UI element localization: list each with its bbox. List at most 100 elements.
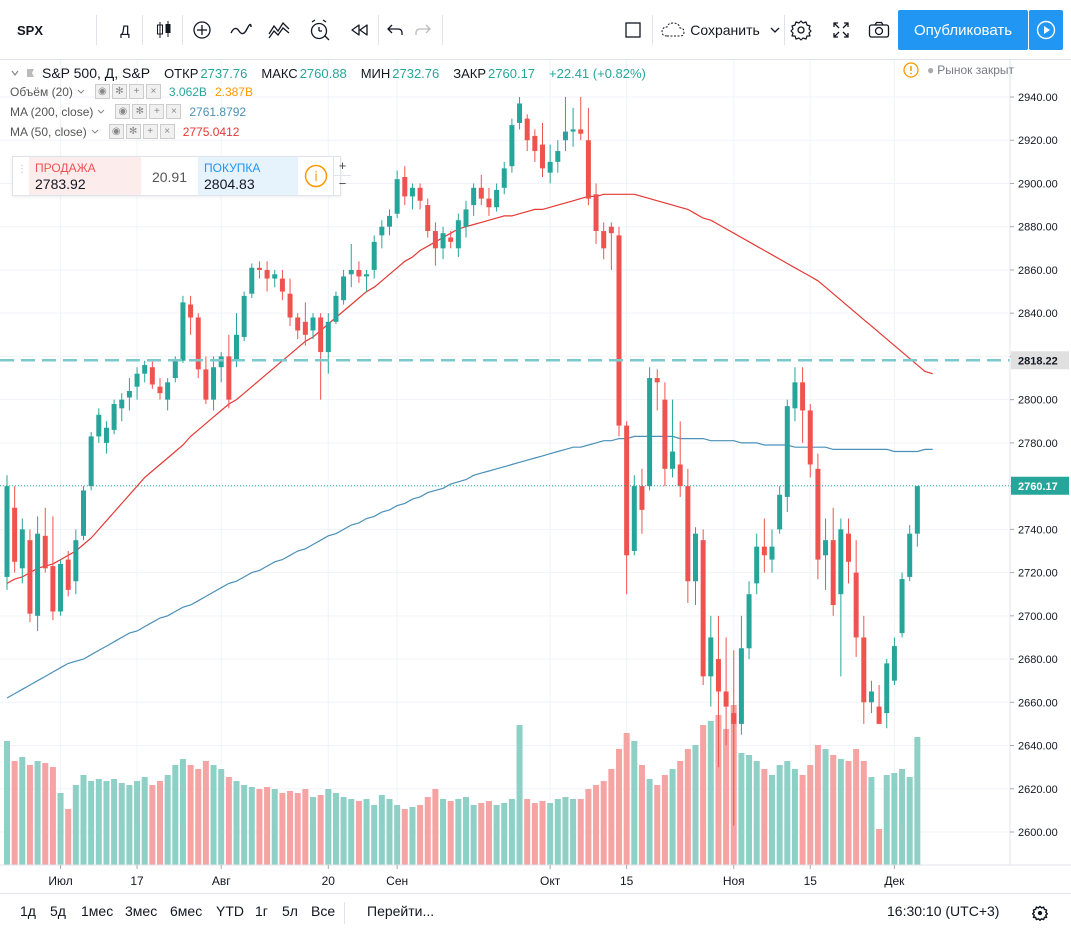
flag-icon [27, 69, 34, 77]
range-ytd[interactable]: YTD [216, 903, 244, 919]
clock[interactable]: 16:30:10 (UTC+3) [887, 903, 1000, 919]
plus-icon[interactable]: + [128, 84, 144, 99]
eye-icon[interactable]: ◉ [94, 84, 110, 99]
volume-bar [279, 793, 286, 865]
candle-body [211, 367, 217, 400]
indicators-icon[interactable] [226, 12, 256, 48]
eye-icon[interactable]: ◉ [108, 124, 124, 139]
range-1y[interactable]: 1г [255, 903, 268, 919]
chart-area[interactable]: 2600.00 2620.00 2640.00 2660.00 2680.00 2700.… [0, 60, 1071, 893]
volume-bar [218, 769, 225, 865]
volume-bar [248, 787, 255, 865]
buy-button[interactable]: ПОКУПКА 2804.83 [198, 157, 298, 195]
indicator-ma50[interactable]: MA (50, close) ◉ ✻ + × 2775.0412 [10, 124, 239, 139]
zoom-in-button[interactable]: + [333, 157, 351, 176]
chevron-down-icon[interactable] [77, 89, 85, 95]
volume-bar [654, 785, 661, 865]
y-tick-label: 2680.00 [1018, 654, 1058, 666]
settings-gear-icon[interactable] [786, 12, 816, 48]
sell-label: ПРОДАЖА [35, 161, 96, 175]
ma50-line [6, 193, 933, 584]
candle-body [341, 276, 347, 301]
close-label: ЗАКР [453, 65, 487, 81]
y-tick-label: 2720.00 [1018, 568, 1058, 580]
fullscreen-icon[interactable] [826, 12, 856, 48]
publish-button[interactable]: Опубликовать [898, 10, 1028, 50]
replay-icon[interactable] [344, 12, 374, 48]
redo-icon[interactable] [410, 12, 436, 48]
candle-body [639, 486, 645, 510]
x-tick-label: Дек [884, 874, 905, 888]
drag-handle[interactable]: ⋮⋮ [17, 164, 37, 175]
volume-bar [195, 769, 202, 865]
bottom-bar: 1д 5д 1мес 3мес 6мес YTD 1г 5л Все Перей… [0, 893, 1071, 931]
volume-bar [769, 775, 775, 865]
undo-icon[interactable] [382, 12, 408, 48]
indicator-controls[interactable]: ◉ ✻ + × [115, 104, 182, 119]
range-5d[interactable]: 5д [50, 903, 66, 919]
fullscreen-layout-icon[interactable] [618, 12, 648, 48]
symbol-search[interactable]: SPX [8, 12, 52, 48]
settings-gear-icon[interactable] [1032, 905, 1048, 921]
volume-bar [707, 721, 714, 865]
plus-icon[interactable]: + [149, 104, 165, 119]
price-chart[interactable]: 2600.00 2620.00 2640.00 2660.00 2680.00 2700.… [0, 60, 1071, 893]
range-3m[interactable]: 3мес [125, 903, 158, 919]
indicator-volume[interactable]: Объём (20) ◉ ✻ + × 3.062B 2.387B [10, 84, 253, 99]
info-warning-icon[interactable] [903, 62, 919, 78]
range-5y[interactable]: 5л [282, 903, 298, 919]
collapse-arrow-icon[interactable] [10, 68, 20, 78]
volume-bar [784, 761, 791, 865]
indicator-controls[interactable]: ◉ ✻ + × [108, 124, 175, 139]
range-all[interactable]: Все [311, 903, 336, 919]
candle-body [670, 451, 676, 469]
zoom-out-button[interactable]: − [333, 176, 351, 195]
interval-button[interactable]: Д [112, 12, 138, 48]
close-icon[interactable]: × [159, 124, 175, 139]
range-6m[interactable]: 6мес [170, 903, 203, 919]
gear-icon[interactable]: ✻ [125, 124, 141, 139]
volume-bar [738, 753, 745, 865]
candle-body [119, 399, 125, 409]
last-price-box [1011, 476, 1069, 495]
candle-body [96, 414, 102, 437]
camera-icon[interactable] [864, 12, 894, 48]
range-1m[interactable]: 1мес [81, 903, 114, 919]
candle-body [310, 317, 316, 331]
goto-button[interactable]: Перейти... [367, 903, 435, 919]
candle-body [593, 194, 599, 232]
candle-body [379, 226, 385, 236]
alert-clock-icon[interactable] [304, 12, 334, 48]
gear-icon[interactable]: ✻ [111, 84, 127, 99]
info-icon[interactable]: i [304, 164, 328, 188]
volume-bar [157, 781, 163, 865]
close-icon[interactable]: × [166, 104, 182, 119]
plus-icon[interactable]: + [142, 124, 158, 139]
chevron-down-icon[interactable] [97, 109, 105, 115]
x-tick-label: Сен [386, 874, 408, 888]
range-1d[interactable]: 1д [20, 903, 36, 919]
sell-button[interactable]: ПРОДАЖА 2783.92 [29, 157, 141, 195]
add-indicator-icon[interactable] [188, 12, 216, 48]
candles-icon[interactable] [150, 12, 178, 48]
candle-body [165, 382, 171, 400]
candle-body [907, 533, 913, 577]
volume-bar [455, 799, 462, 865]
compare-icon[interactable] [264, 12, 294, 48]
gear-icon[interactable]: ✻ [132, 104, 148, 119]
eye-icon[interactable]: ◉ [115, 104, 131, 119]
indicator-ma200[interactable]: MA (200, close) ◉ ✻ + × 2761.8792 [10, 104, 246, 119]
volume-bar [302, 789, 309, 865]
indicator-controls[interactable]: ◉ ✻ + × [94, 84, 161, 99]
candle-body [440, 233, 446, 249]
candle-body [287, 293, 293, 318]
legend: S&P 500, Д, S&P ОТКР 2737.76 МАКС 2760.8… [10, 64, 646, 82]
volume-bar [264, 787, 271, 865]
save-button[interactable]: Сохранить [658, 12, 782, 48]
chevron-down-icon[interactable] [91, 129, 99, 135]
candle-body [868, 691, 874, 703]
close-icon[interactable]: × [145, 84, 161, 99]
candle-body [754, 546, 760, 584]
play-button[interactable] [1029, 10, 1063, 50]
symbol-label: SPX [16, 22, 43, 38]
